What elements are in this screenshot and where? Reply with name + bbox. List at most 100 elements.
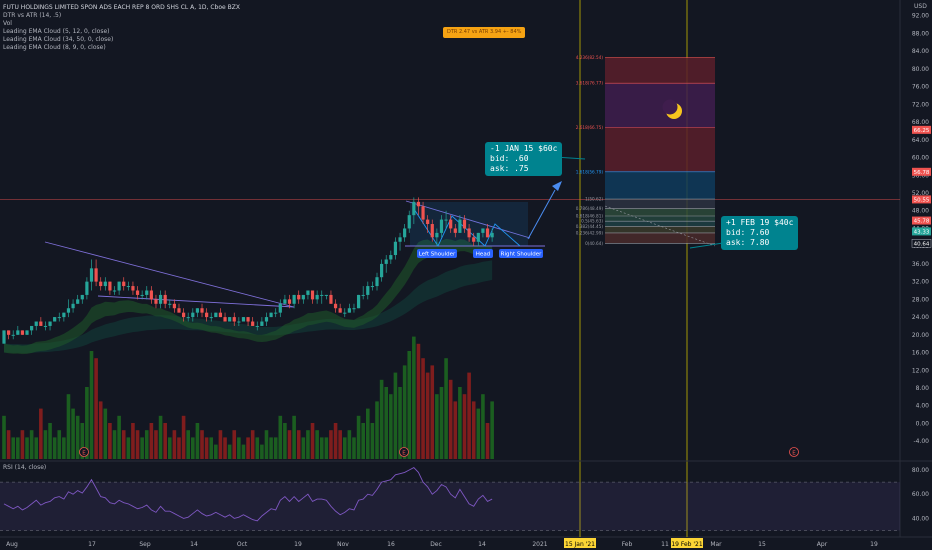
volume-bar — [34, 437, 39, 459]
candle-body — [449, 219, 453, 229]
volume-bar — [310, 423, 315, 459]
candle-body — [228, 317, 232, 322]
volume-bar — [62, 437, 66, 459]
candle-body — [85, 281, 89, 295]
candle-body — [481, 228, 485, 233]
candle-body — [329, 294, 333, 304]
candle-body — [278, 303, 282, 313]
candle-body — [34, 321, 38, 326]
fib-diagonal — [604, 205, 716, 247]
time-tick: 17 — [88, 541, 96, 548]
price-tick: 84.00 — [912, 48, 929, 55]
indicator-vol[interactable]: Vol — [3, 20, 12, 27]
candle-body — [347, 308, 351, 313]
volume-bar — [43, 430, 48, 459]
feb-option-title: +1 FEB 19 $40c — [726, 218, 794, 227]
rsi-label[interactable]: RSI (14, close) — [3, 464, 47, 471]
volume-bar — [241, 444, 246, 459]
projection-arrow — [527, 189, 556, 240]
wedge-lower — [97, 295, 295, 308]
price-marker: 43.33 — [914, 229, 930, 235]
volume-bar — [112, 430, 117, 459]
feb-option-callout: +1 FEB 19 $40c bid: 7.60 ask: 7.80 — [721, 216, 799, 250]
volume-bar — [393, 372, 398, 459]
fib-label: 2.618(66.75) — [576, 125, 604, 130]
candle-body — [11, 334, 15, 336]
currency-label: USD — [914, 3, 927, 10]
rocket-icon — [552, 181, 562, 191]
volume-bar — [356, 415, 361, 459]
candle-body — [112, 290, 117, 292]
indicator-ema-cloud-3[interactable]: Leading EMA Cloud (8, 9, 0, close) — [3, 44, 106, 51]
indicator-ema-cloud-1[interactable]: Leading EMA Cloud (5, 12, 0, close) — [3, 28, 110, 35]
price-marker-bg — [912, 167, 931, 176]
time-tick: Feb — [622, 541, 633, 548]
volume-bar — [25, 437, 29, 459]
volume-bar — [85, 387, 89, 459]
volume-bar — [167, 437, 172, 459]
fib-extension: 4.236(82.54) 3.618(76.77) 2.618(66.75) 1.61… — [576, 55, 715, 246]
volume-bar — [458, 387, 462, 459]
candle-body — [352, 308, 356, 310]
price-tick: 16.00 — [912, 350, 929, 357]
price-tick: 0.00 — [916, 420, 930, 427]
volume-bar — [439, 387, 444, 459]
candle-body — [43, 325, 48, 327]
volume-bar — [204, 437, 209, 459]
candle-body — [416, 201, 421, 207]
volume-bar — [246, 437, 250, 459]
indicator-ema-cloud-2[interactable]: Leading EMA Cloud (34, 50, 0, close) — [3, 36, 114, 43]
candle-body — [191, 312, 195, 318]
price-tick: 20.00 — [912, 332, 929, 339]
candle-body — [168, 303, 172, 305]
volume-bar — [195, 423, 200, 459]
volume-bar — [98, 401, 103, 459]
candle-body — [181, 312, 186, 318]
price-tick: 64.00 — [912, 137, 929, 144]
volume-bar — [448, 379, 453, 459]
candle-body — [426, 219, 430, 225]
volume-bar — [209, 437, 214, 459]
volume-bar — [163, 423, 167, 459]
price-marker-bg — [912, 216, 931, 225]
time-tick: 2021 — [532, 541, 547, 548]
volume-bar — [149, 423, 154, 459]
candle-body — [361, 294, 365, 296]
fib-label: 0.786(48.49) — [576, 206, 604, 211]
price-marker-bg — [912, 195, 931, 204]
volume-bar — [200, 430, 204, 459]
candle-body — [66, 308, 71, 313]
volume-bar — [287, 430, 292, 459]
candle-body — [80, 294, 84, 300]
candle-body — [186, 317, 190, 319]
fib-band — [605, 232, 715, 244]
time-tick: Oct — [237, 541, 248, 548]
candle-body — [398, 237, 402, 242]
candle-body — [94, 268, 98, 282]
price-tick: 76.00 — [912, 84, 929, 91]
fib-band — [605, 83, 715, 128]
candle-body — [403, 228, 407, 238]
candle-body — [324, 294, 328, 296]
time-tick: 19 — [294, 541, 302, 548]
volume-bar — [6, 430, 11, 459]
volume-bar — [490, 401, 494, 459]
indicator-dtr[interactable]: DTR vs ATR (14, .5) — [3, 12, 62, 19]
candle-body — [485, 228, 490, 238]
price-tick: 12.00 — [912, 367, 929, 374]
candle-body — [462, 219, 467, 229]
candles — [2, 197, 494, 344]
volume-bar — [370, 423, 375, 459]
volume-bar — [338, 430, 342, 459]
candle-body — [39, 321, 43, 326]
volume-bar — [52, 437, 57, 459]
fib-band — [605, 171, 715, 200]
candle-body — [444, 219, 448, 221]
earnings-label: E — [82, 451, 86, 457]
candle-body — [53, 317, 57, 322]
candle-body — [62, 312, 66, 318]
price-marker: 66.25 — [914, 128, 930, 134]
candle-body — [7, 330, 11, 335]
volume-bar — [223, 437, 227, 459]
